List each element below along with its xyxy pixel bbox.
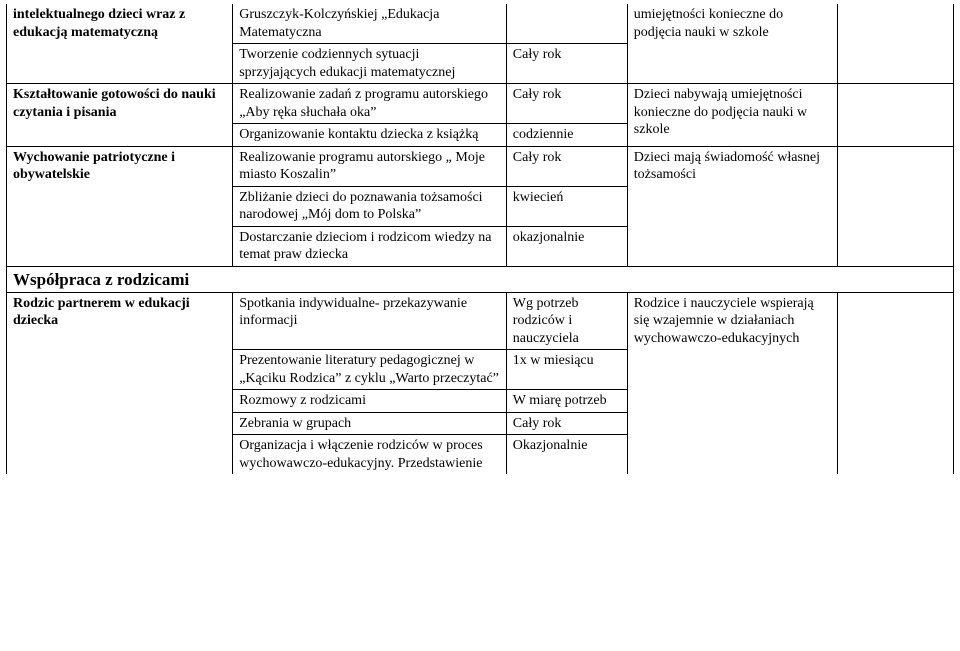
text: intelektualnego dzieci wraz z edukacją m…: [13, 7, 185, 40]
text: Kształtowanie gotowości do nauki czytani…: [13, 87, 216, 120]
cell-activity: Spotkania indywidualne- przekazywanie in…: [233, 292, 507, 350]
cell-topic: Wychowanie patriotyczne i obywatelskie: [7, 146, 233, 266]
section-title: Współpraca z rodzicami: [7, 266, 954, 292]
cell-activity: Organizowanie kontaktu dziecka z książką: [233, 124, 507, 147]
cell-term: kwiecień: [506, 186, 627, 226]
cell-term: Cały rok: [506, 44, 627, 84]
cell-empty: [838, 146, 954, 266]
cell-outcome: Rodzice i nauczyciele wspierają się wzaj…: [627, 292, 837, 474]
cell-activity: Organizacja i włączenie rodziców w proce…: [233, 435, 507, 475]
cell-activity: Zbliżanie dzieci do poznawania tożsamośc…: [233, 186, 507, 226]
section-row: Współpraca z rodzicami: [7, 266, 954, 292]
table-row: Wychowanie patriotyczne i obywatelskie R…: [7, 146, 954, 186]
cell-outcome: Dzieci nabywają umiejętności konieczne d…: [627, 84, 837, 147]
table-row: Rodzic partnerem w edukacji dziecka Spot…: [7, 292, 954, 350]
cell-topic: Kształtowanie gotowości do nauki czytani…: [7, 84, 233, 147]
text: Wychowanie patriotyczne i obywatelskie: [13, 150, 175, 183]
text: Rodzic partnerem w edukacji dziecka: [13, 296, 190, 329]
cell-activity: Dostarczanie dzieciom i rodzicom wiedzy …: [233, 226, 507, 266]
cell-topic: intelektualnego dzieci wraz z edukacją m…: [7, 4, 233, 84]
content-table: intelektualnego dzieci wraz z edukacją m…: [6, 4, 954, 474]
cell-outcome: Dzieci mają świadomość własnej tożsamośc…: [627, 146, 837, 266]
cell-activity: Tworzenie codziennych sytuacji sprzyjają…: [233, 44, 507, 84]
cell-activity: Realizowanie zadań z programu autorskieg…: [233, 84, 507, 124]
cell-empty: [838, 292, 954, 474]
cell-term: codziennie: [506, 124, 627, 147]
cell-term: W miarę potrzeb: [506, 390, 627, 413]
cell-activity: Realizowanie programu autorskiego „ Moje…: [233, 146, 507, 186]
table-row: Kształtowanie gotowości do nauki czytani…: [7, 84, 954, 124]
cell-empty: [838, 4, 954, 84]
cell-term: [506, 4, 627, 44]
cell-activity: Gruszczyk-Kolczyńskiej „Edukacja Matemat…: [233, 4, 507, 44]
cell-activity: Prezentowanie literatury pedagogicznej w…: [233, 350, 507, 390]
cell-term: okazjonalnie: [506, 226, 627, 266]
cell-term: Cały rok: [506, 146, 627, 186]
cell-term: 1x w miesiącu: [506, 350, 627, 390]
cell-topic: Rodzic partnerem w edukacji dziecka: [7, 292, 233, 474]
cell-term: Okazjonalnie: [506, 435, 627, 475]
cell-empty: [838, 84, 954, 147]
cell-activity: Rozmowy z rodzicami: [233, 390, 507, 413]
table-row: intelektualnego dzieci wraz z edukacją m…: [7, 4, 954, 44]
cell-outcome: umiejętności konieczne do podjęcia nauki…: [627, 4, 837, 84]
cell-activity: Zebrania w grupach: [233, 412, 507, 435]
cell-term: Cały rok: [506, 412, 627, 435]
cell-term: Cały rok: [506, 84, 627, 124]
cell-term: Wg potrzeb rodziców i nauczyciela: [506, 292, 627, 350]
